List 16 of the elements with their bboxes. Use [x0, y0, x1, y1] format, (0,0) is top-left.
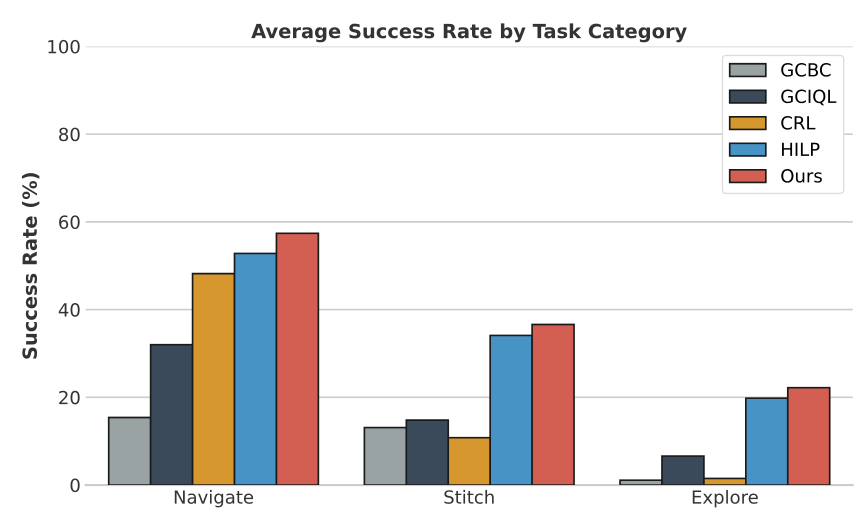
- legend-label: GCBC: [781, 63, 831, 77]
- legend-label: GCIQL: [781, 90, 836, 106]
- chart-title: Average Success Rate by Task Category: [251, 23, 687, 42]
- y-tick-label: 100: [48, 40, 80, 54]
- y-tick-label: 0: [70, 478, 80, 492]
- x-tick-label: Navigate: [174, 490, 254, 508]
- y-tick-label: 40: [58, 303, 80, 317]
- y-tick-label: 80: [59, 128, 80, 142]
- y-tick-label: 60: [59, 215, 80, 229]
- x-tick-label: Explore: [692, 490, 758, 508]
- legend-label: Ours: [781, 169, 822, 183]
- legend-label: HILP: [782, 142, 820, 156]
- legend-label: CRL: [781, 116, 816, 130]
- y-tick-label: 20: [59, 390, 80, 404]
- y-axis-title: Success Rate (%): [22, 173, 40, 359]
- x-tick-label: Stitch: [444, 490, 494, 504]
